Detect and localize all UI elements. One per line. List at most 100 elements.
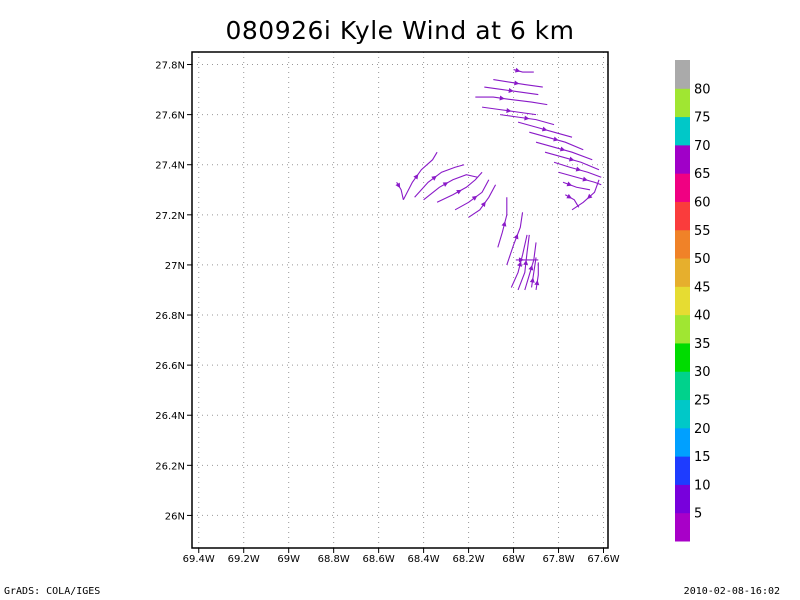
streamline-arrow [575, 166, 582, 172]
x-tick-label: 67.6W [587, 554, 619, 565]
colorbar-label: 60 [694, 195, 711, 210]
streamline [423, 174, 478, 201]
x-tick-label: 69.4W [183, 554, 215, 565]
grid-lines [192, 52, 608, 548]
streamline-arrow [499, 95, 505, 101]
colorbar-label: 50 [694, 252, 711, 267]
colorbar-swatch [675, 484, 690, 514]
colorbar-label: 70 [694, 139, 711, 154]
y-tick-label: 27.4N [155, 161, 185, 172]
colorbar-swatch [675, 201, 690, 231]
colorbar-swatch [675, 399, 690, 429]
streamline-arrow [523, 259, 529, 266]
colorbar-swatch [675, 229, 690, 259]
streamline [468, 184, 497, 218]
chart-title: 080926i Kyle Wind at 6 km [225, 16, 575, 45]
axis-ticks: 69.4W 69.2W 69W 68.8W 68.6W 68.4W 68.2W 68W 67.8… [155, 61, 619, 565]
streamline-arrow [514, 67, 521, 73]
y-tick-label: 26.2N [155, 461, 185, 472]
y-tick-label: 26.8N [155, 311, 185, 322]
streamline-arrow [395, 182, 401, 189]
colorbar-label: 25 [694, 394, 711, 409]
x-tick-label: 69.2W [228, 554, 260, 565]
streamline-arrow [528, 265, 534, 271]
streamline [475, 96, 548, 106]
colorbar-label: 40 [694, 309, 711, 324]
streamline-arrow [529, 277, 535, 283]
colorbar-label: 80 [694, 82, 711, 97]
streamline-arrow [501, 221, 507, 227]
x-tick-label: 68.2W [453, 554, 485, 565]
streamline [414, 164, 465, 198]
streamline-arrow [413, 173, 419, 180]
y-tick-label: 27.8N [155, 61, 185, 72]
colorbar: 5 10 15 20 25 30 35 40 45 50 55 60 65 70 75 80 [675, 60, 711, 542]
colorbar-swatch [675, 116, 690, 146]
y-tick-label: 26N [165, 511, 185, 522]
colorbar-label: 45 [694, 280, 711, 295]
streamline-arrow [559, 146, 566, 152]
plot-frame [191, 51, 609, 549]
streamline-arrow [582, 176, 588, 182]
colorbar-swatch [675, 512, 690, 542]
streamline [506, 212, 524, 266]
x-tick-label: 68.6W [363, 554, 395, 565]
streamline [402, 151, 438, 201]
streamline-arrow [506, 108, 512, 113]
streamline [535, 262, 539, 291]
streamline [571, 179, 600, 211]
streamline-arrow [566, 181, 573, 187]
x-tick-label: 67.8W [542, 554, 574, 565]
streamline-arrow [524, 115, 530, 121]
colorbar-swatch [675, 456, 690, 485]
colorbar-label: 55 [694, 224, 711, 239]
colorbar-label: 20 [694, 422, 711, 437]
colorbar-label: 10 [694, 478, 711, 493]
streamline-arrow [517, 261, 523, 267]
colorbar-swatch [675, 173, 690, 202]
colorbar-swatch [675, 427, 690, 457]
streamline-arrow [471, 195, 478, 201]
y-tick-label: 26.6N [155, 361, 185, 372]
y-tick-label: 27.2N [155, 211, 185, 222]
colorbar-label: 35 [694, 337, 711, 352]
y-tick-label: 27N [165, 261, 185, 272]
colorbar-label: 65 [694, 167, 711, 182]
colorbar-label: 75 [694, 111, 711, 126]
streamline-arrow [553, 136, 559, 142]
colorbar-swatch [675, 60, 690, 89]
x-tick-label: 68.8W [318, 554, 350, 565]
colorbar-label: 15 [694, 450, 711, 465]
streamline [544, 151, 600, 171]
streamline [499, 114, 555, 126]
streamline-arrow [456, 189, 462, 195]
colorbar-swatch [675, 88, 690, 118]
colorbar-swatch [675, 144, 690, 174]
streamline-arrow [508, 88, 514, 93]
colorbar-label: 30 [694, 365, 711, 380]
colorbar-swatch [675, 314, 690, 344]
x-tick-label: 68.4W [408, 554, 440, 565]
streamline-arrow [534, 279, 540, 286]
streamline [497, 197, 508, 248]
streamline-arrow [514, 80, 520, 86]
y-tick-label: 26.4N [155, 411, 185, 422]
streamline [436, 171, 483, 203]
colorbar-swatch [675, 342, 690, 372]
streamline-arrow [587, 193, 593, 199]
streamline-arrow [568, 156, 575, 162]
x-tick-label: 68W [502, 554, 525, 565]
colorbar-label: 5 [694, 507, 702, 522]
footer-credit: GrADS: COLA/IGES [4, 586, 101, 597]
y-tick-label: 27.6N [155, 111, 185, 122]
colorbar-swatch [675, 258, 690, 287]
colorbar-swatch [675, 286, 690, 316]
streamline-arrow [513, 233, 519, 240]
footer-timestamp: 2010-02-08-16:02 [683, 586, 780, 597]
streamline-arrow [518, 257, 524, 263]
streamline [529, 131, 584, 151]
streamline-arrow [566, 193, 572, 199]
streamlines [395, 67, 602, 291]
streamline-arrow [480, 201, 486, 208]
